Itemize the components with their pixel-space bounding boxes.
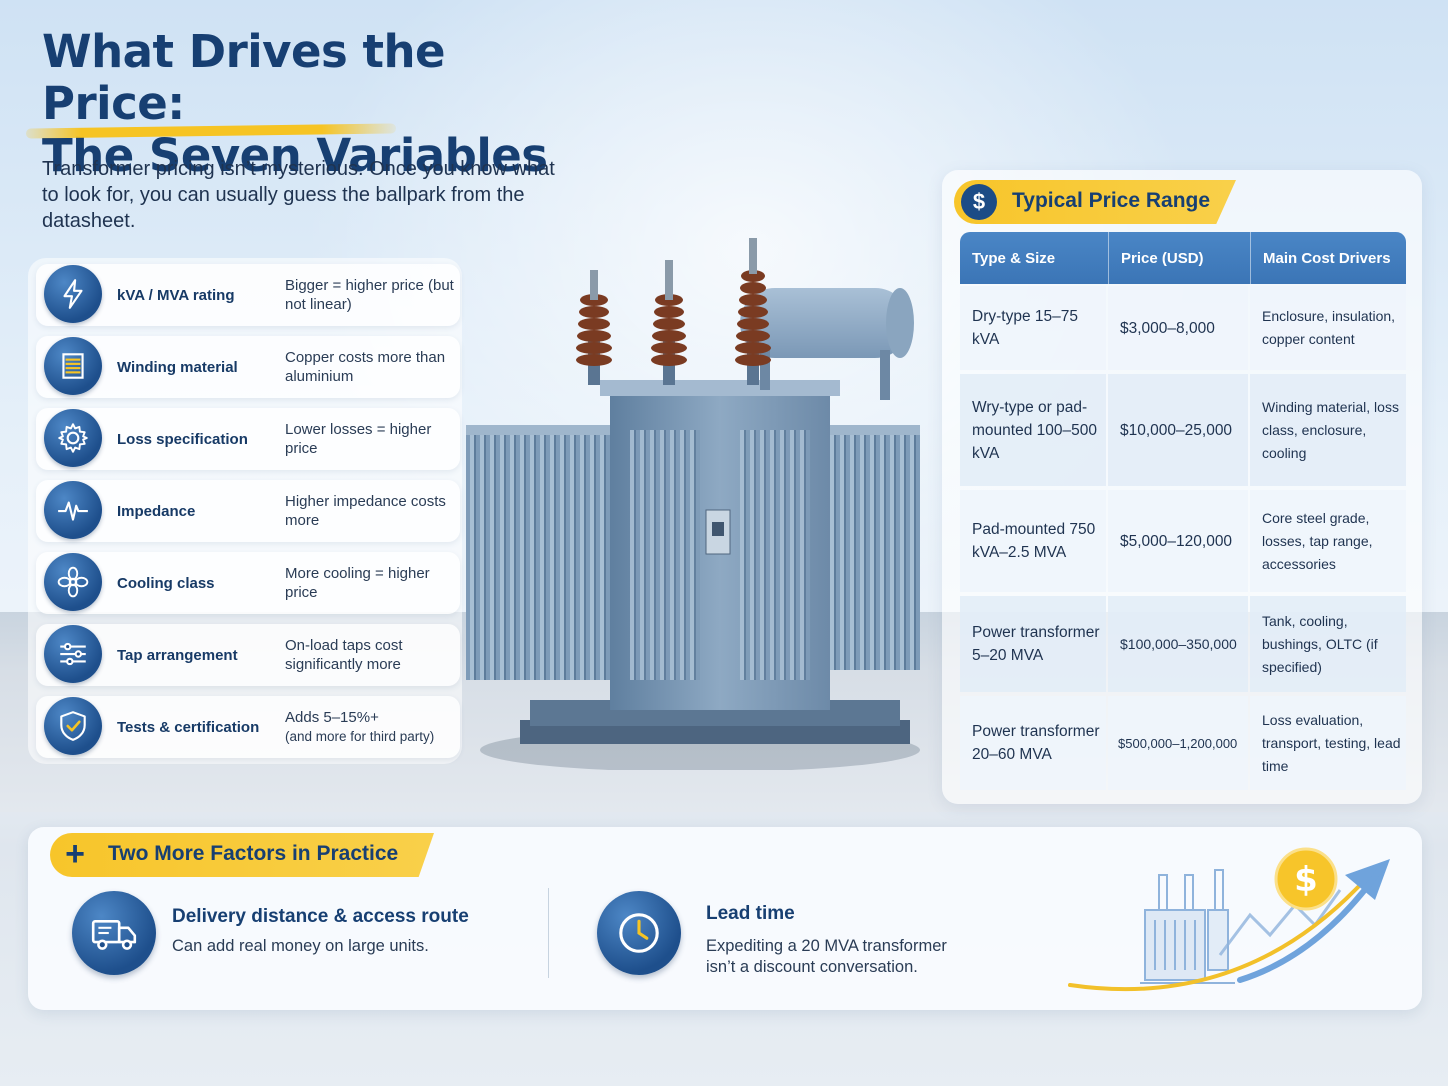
- price-range-banner: [954, 180, 1236, 224]
- two-more-factors-title: Two More Factors in Practice: [108, 842, 399, 865]
- variable-row-cooling: Cooling class More cooling = higher pric…: [36, 552, 460, 614]
- variable-desc-note: (and more for third party): [285, 729, 435, 744]
- table-header-price: Price (USD): [1108, 232, 1250, 284]
- table-cell-drivers: Core steel grade, losses, tap range, acc…: [1250, 490, 1406, 592]
- table-cell-price: $5,000–120,000: [1108, 490, 1248, 592]
- sliders-icon: [44, 625, 102, 683]
- variable-name: Cooling class: [117, 574, 215, 592]
- lightning-bolt-icon: [44, 265, 102, 323]
- variable-name: Loss specification: [117, 430, 248, 448]
- variable-desc: Higher impedance costs more: [285, 493, 446, 529]
- table-header-drivers: Main Cost Drivers: [1250, 232, 1406, 284]
- factor-title-lead-time: Lead time: [706, 903, 795, 924]
- table-cell-price: $10,000–25,000: [1108, 374, 1248, 486]
- table-cell-drivers: Tank, cooling, bushings, OLTC (if specif…: [1250, 596, 1406, 692]
- variable-name: Winding material: [117, 358, 238, 376]
- variable-name: Tests & certification: [117, 718, 260, 736]
- cell-text: Dry-type 15–75 kVA: [972, 308, 1078, 348]
- table-cell-type: Pad-mounted 750 kVA–2.5 MVA: [960, 490, 1106, 592]
- factor-title-delivery: Delivery distance & access route: [172, 906, 469, 927]
- gear-icon: [44, 409, 102, 467]
- dollar-sign-text: $: [1294, 860, 1318, 900]
- variable-desc: On-load taps cost significantly more: [285, 637, 403, 673]
- table-cell-price: $500,000–1,200,000: [1108, 696, 1248, 790]
- table-cell-price: $100,000–350,000: [1108, 596, 1248, 692]
- fan-icon: [44, 553, 102, 611]
- plus-icon: +: [65, 835, 85, 873]
- variable-row-impedance: Impedance Higher impedance costs more: [36, 480, 460, 542]
- variable-name: kVA / MVA rating: [117, 286, 235, 304]
- factor-desc-delivery: Can add real money on large units.: [172, 937, 429, 955]
- variable-row-winding: Winding material Copper costs more than …: [36, 336, 460, 398]
- shield-check-icon: [44, 697, 102, 755]
- variable-row-tap: Tap arrangement On-load taps cost signif…: [36, 624, 460, 686]
- table-cell-type: Dry-type 15–75 kVA: [960, 286, 1106, 370]
- variable-row-rating: kVA / MVA rating Bigger = higher price (…: [36, 264, 460, 326]
- table-cell-price: $3,000–8,000: [1108, 286, 1248, 370]
- transformer-illustration: [466, 238, 920, 770]
- variable-desc: More cooling = higher price: [285, 565, 430, 601]
- dollar-icon: $: [961, 184, 997, 220]
- table-cell-type: Power transformer 20–60 MVA: [960, 696, 1106, 790]
- coil-winding-icon: [44, 337, 102, 395]
- table-cell-drivers: Winding material, loss class, enclosure,…: [1250, 374, 1406, 486]
- table-header-type: Type & Size: [960, 232, 1108, 284]
- variable-desc-main: Adds 5–15%+: [285, 709, 379, 726]
- factor-desc-lead-time: Expediting a 20 MVA transformer isn’t a …: [706, 937, 947, 976]
- page-title: What Drives the Price: The Seven Variabl…: [42, 26, 602, 182]
- table-cell-drivers: Enclosure, insulation, copper content: [1250, 286, 1406, 370]
- two-more-factors-banner: [50, 833, 434, 877]
- variables-list: kVA / MVA rating Bigger = higher price (…: [28, 258, 462, 764]
- page-title-line-1: What Drives the Price:: [42, 25, 446, 130]
- variable-desc: Bigger = higher price (but not linear): [285, 277, 454, 313]
- variable-name: Impedance: [117, 502, 196, 520]
- page-title-line-2: The Seven Variables: [42, 129, 548, 182]
- table-cell-type: Power transformer 5–20 MVA: [960, 596, 1106, 692]
- price-range-title: Typical Price Range: [1012, 189, 1211, 212]
- variable-desc: Lower losses = higher price: [285, 421, 432, 457]
- factor-divider: [548, 888, 549, 978]
- delivery-truck-icon: [72, 891, 156, 975]
- waveform-icon: [44, 481, 102, 539]
- table-cell-type: Wry-type or pad-mounted 100–500 kVA: [960, 374, 1106, 486]
- variable-row-loss: Loss specification Lower losses = higher…: [36, 408, 460, 470]
- clock-icon: [597, 891, 681, 975]
- variable-name: Tap arrangement: [117, 646, 238, 664]
- variable-row-tests: Tests & certification Adds 5–15%+ (and m…: [36, 696, 460, 758]
- variable-desc: Adds 5–15%+ (and more for third party): [285, 696, 460, 758]
- variable-desc: Copper costs more than aluminium: [285, 349, 446, 385]
- table-cell-drivers: Loss evaluation, transport, testing, lea…: [1250, 696, 1406, 790]
- price-growth-illustration: $: [1068, 847, 1390, 992]
- intro-text: Transformer pricing isn’t mysterious. On…: [42, 158, 555, 232]
